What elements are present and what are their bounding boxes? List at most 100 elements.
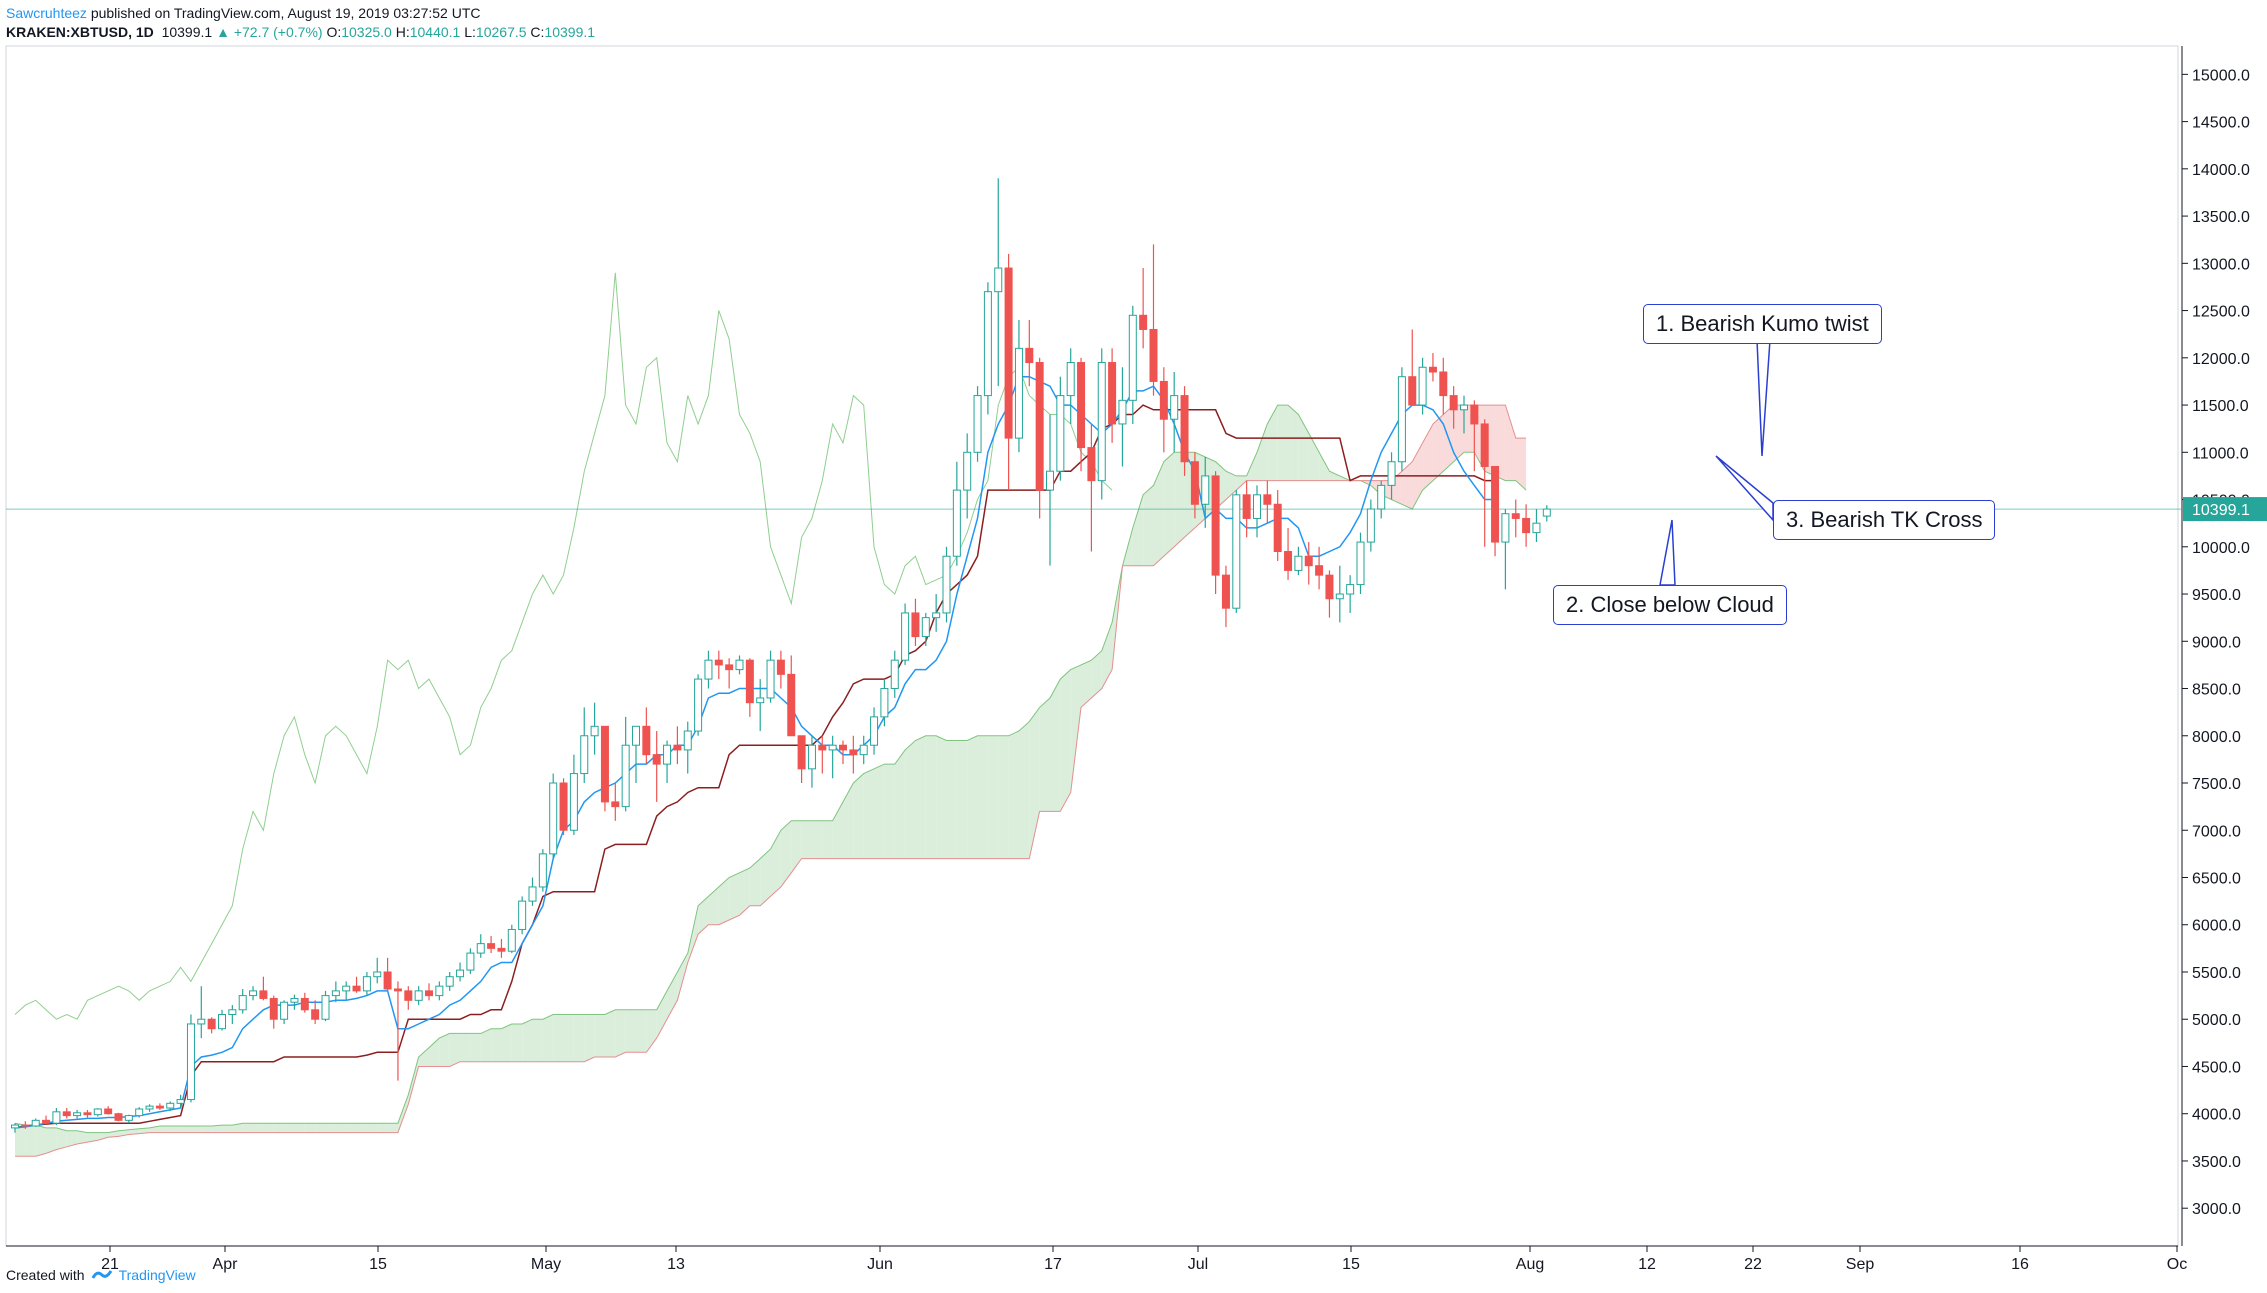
cloud-segment (1257, 423, 1268, 481)
y-tick-label: 6000.0 (2192, 918, 2241, 935)
cloud-segment (66, 1130, 78, 1147)
x-tick-label: 17 (1044, 1256, 1062, 1273)
candle-body (714, 659, 723, 666)
candle-body (673, 744, 682, 751)
cloud-segment (718, 877, 730, 925)
tradingview-brand[interactable]: TradingView (118, 1267, 196, 1283)
cloud-segment (884, 764, 895, 859)
candle-body (652, 754, 661, 765)
callout-tk-cross[interactable]: 3. Bearish TK Cross (1773, 500, 1996, 540)
x-tick-label: Apr (213, 1256, 239, 1273)
candle-body (124, 1115, 133, 1121)
candle-body (632, 725, 640, 746)
cloud-segment (56, 1127, 67, 1150)
candle-body (880, 688, 889, 718)
candle-body (1097, 362, 1106, 482)
cloud-segment (1319, 452, 1330, 481)
cloud-segment (1329, 471, 1340, 481)
cloud-segment (956, 740, 968, 859)
tk-cross-pointer (1715, 455, 1774, 522)
x-tick-label: Jul (1188, 1256, 1208, 1273)
candle-body (383, 971, 392, 990)
ohlc-line: KRAKEN:XBTUSD, 1D 10399.1 ▲ +72.7 (+0.7%… (6, 23, 595, 42)
symbol-label[interactable]: KRAKEN:XBTUSD, 1D (6, 24, 154, 40)
candle-body (1242, 494, 1251, 519)
y-tick-label: 5500.0 (2192, 965, 2241, 982)
candle-body (352, 985, 361, 992)
candle-body (83, 1112, 92, 1116)
candle-body (42, 1119, 51, 1124)
candle-body (1253, 494, 1261, 519)
candle-body (114, 1113, 123, 1121)
senkou-span-b (15, 404, 1527, 1157)
cloud-segment (1163, 452, 1175, 557)
cloud-segment (1050, 679, 1061, 812)
cloud-segment (263, 1123, 274, 1133)
candle-body (1522, 517, 1531, 534)
x-tick-label: Jun (867, 1256, 893, 1273)
cloud-segment (791, 820, 802, 873)
cloud-segment (97, 1132, 109, 1141)
publish-line: Sawcruhteez published on TradingView.com… (6, 4, 595, 23)
cloud-segment (553, 1014, 564, 1062)
cloud-segment (563, 1014, 574, 1062)
kijun-sen (14, 404, 1495, 1129)
candle-body (787, 673, 796, 737)
callout-close-below-cloud[interactable]: 2. Close below Cloud (1553, 585, 1787, 625)
candle-body (569, 773, 578, 831)
candle-body (1449, 395, 1458, 411)
cloud-segment (377, 1123, 388, 1133)
cloud-segment (335, 1123, 347, 1133)
footer: Created with TradingView (6, 1267, 196, 1283)
cloud-segment (346, 1123, 357, 1133)
cloud-segment (646, 1009, 657, 1053)
candle-body (311, 1009, 320, 1020)
cloud-segment (1091, 650, 1102, 698)
candle-body (362, 976, 371, 992)
cloud-segment (977, 735, 988, 859)
candle-body (52, 1111, 61, 1124)
cloud-segment (1515, 438, 1527, 491)
y-tick-label: 7500.0 (2192, 776, 2241, 793)
cloud-segment (925, 735, 937, 859)
cloud-segment (1453, 405, 1464, 462)
candle-body (890, 659, 899, 690)
candle-body (166, 1102, 175, 1109)
candle-body (466, 952, 475, 971)
candle-body (1480, 423, 1489, 467)
cloud-segment (770, 830, 781, 897)
cloud-segment (1267, 405, 1278, 481)
cloud-segment (1153, 461, 1164, 566)
candle-body (259, 990, 268, 999)
candle-body (1418, 366, 1427, 406)
candle-body (663, 744, 672, 765)
candle-body (1118, 399, 1127, 425)
chart-header: Sawcruhteez published on TradingView.com… (6, 4, 595, 42)
cloud-segment (460, 1033, 471, 1062)
candle-body (994, 267, 1003, 293)
candle-body (745, 659, 754, 704)
price-change: ▲ +72.7 (+0.7%) (216, 24, 323, 40)
cloud-segment (708, 886, 719, 925)
callout-kumo-twist[interactable]: 1. Bearish Kumo twist (1643, 304, 1882, 344)
candle-body (497, 947, 506, 952)
candle-body (476, 943, 485, 954)
plot-frame (5, 45, 2179, 1247)
y-tick-label: 3500.0 (2192, 1154, 2241, 1171)
candle-body (1190, 461, 1199, 505)
y-tick-label: 12500.0 (2192, 304, 2250, 321)
cloud-segment (1288, 405, 1299, 481)
last-price: 10399.1 (161, 24, 213, 40)
candle-body (1077, 362, 1086, 449)
cloud-segment (874, 764, 885, 859)
candle-body (818, 744, 827, 751)
candle-body (735, 659, 744, 671)
open-value: 10325.0 (341, 24, 392, 40)
y-tick-label: 8000.0 (2192, 729, 2241, 746)
candle-body (290, 997, 299, 1003)
candle-body (238, 995, 247, 1011)
author-link[interactable]: Sawcruhteez (6, 5, 87, 21)
cloud-segment (470, 1033, 481, 1062)
candle-body (393, 988, 402, 992)
